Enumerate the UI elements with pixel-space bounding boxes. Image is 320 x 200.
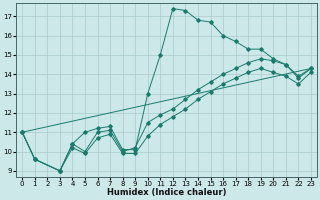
X-axis label: Humidex (Indice chaleur): Humidex (Indice chaleur) [107, 188, 226, 197]
